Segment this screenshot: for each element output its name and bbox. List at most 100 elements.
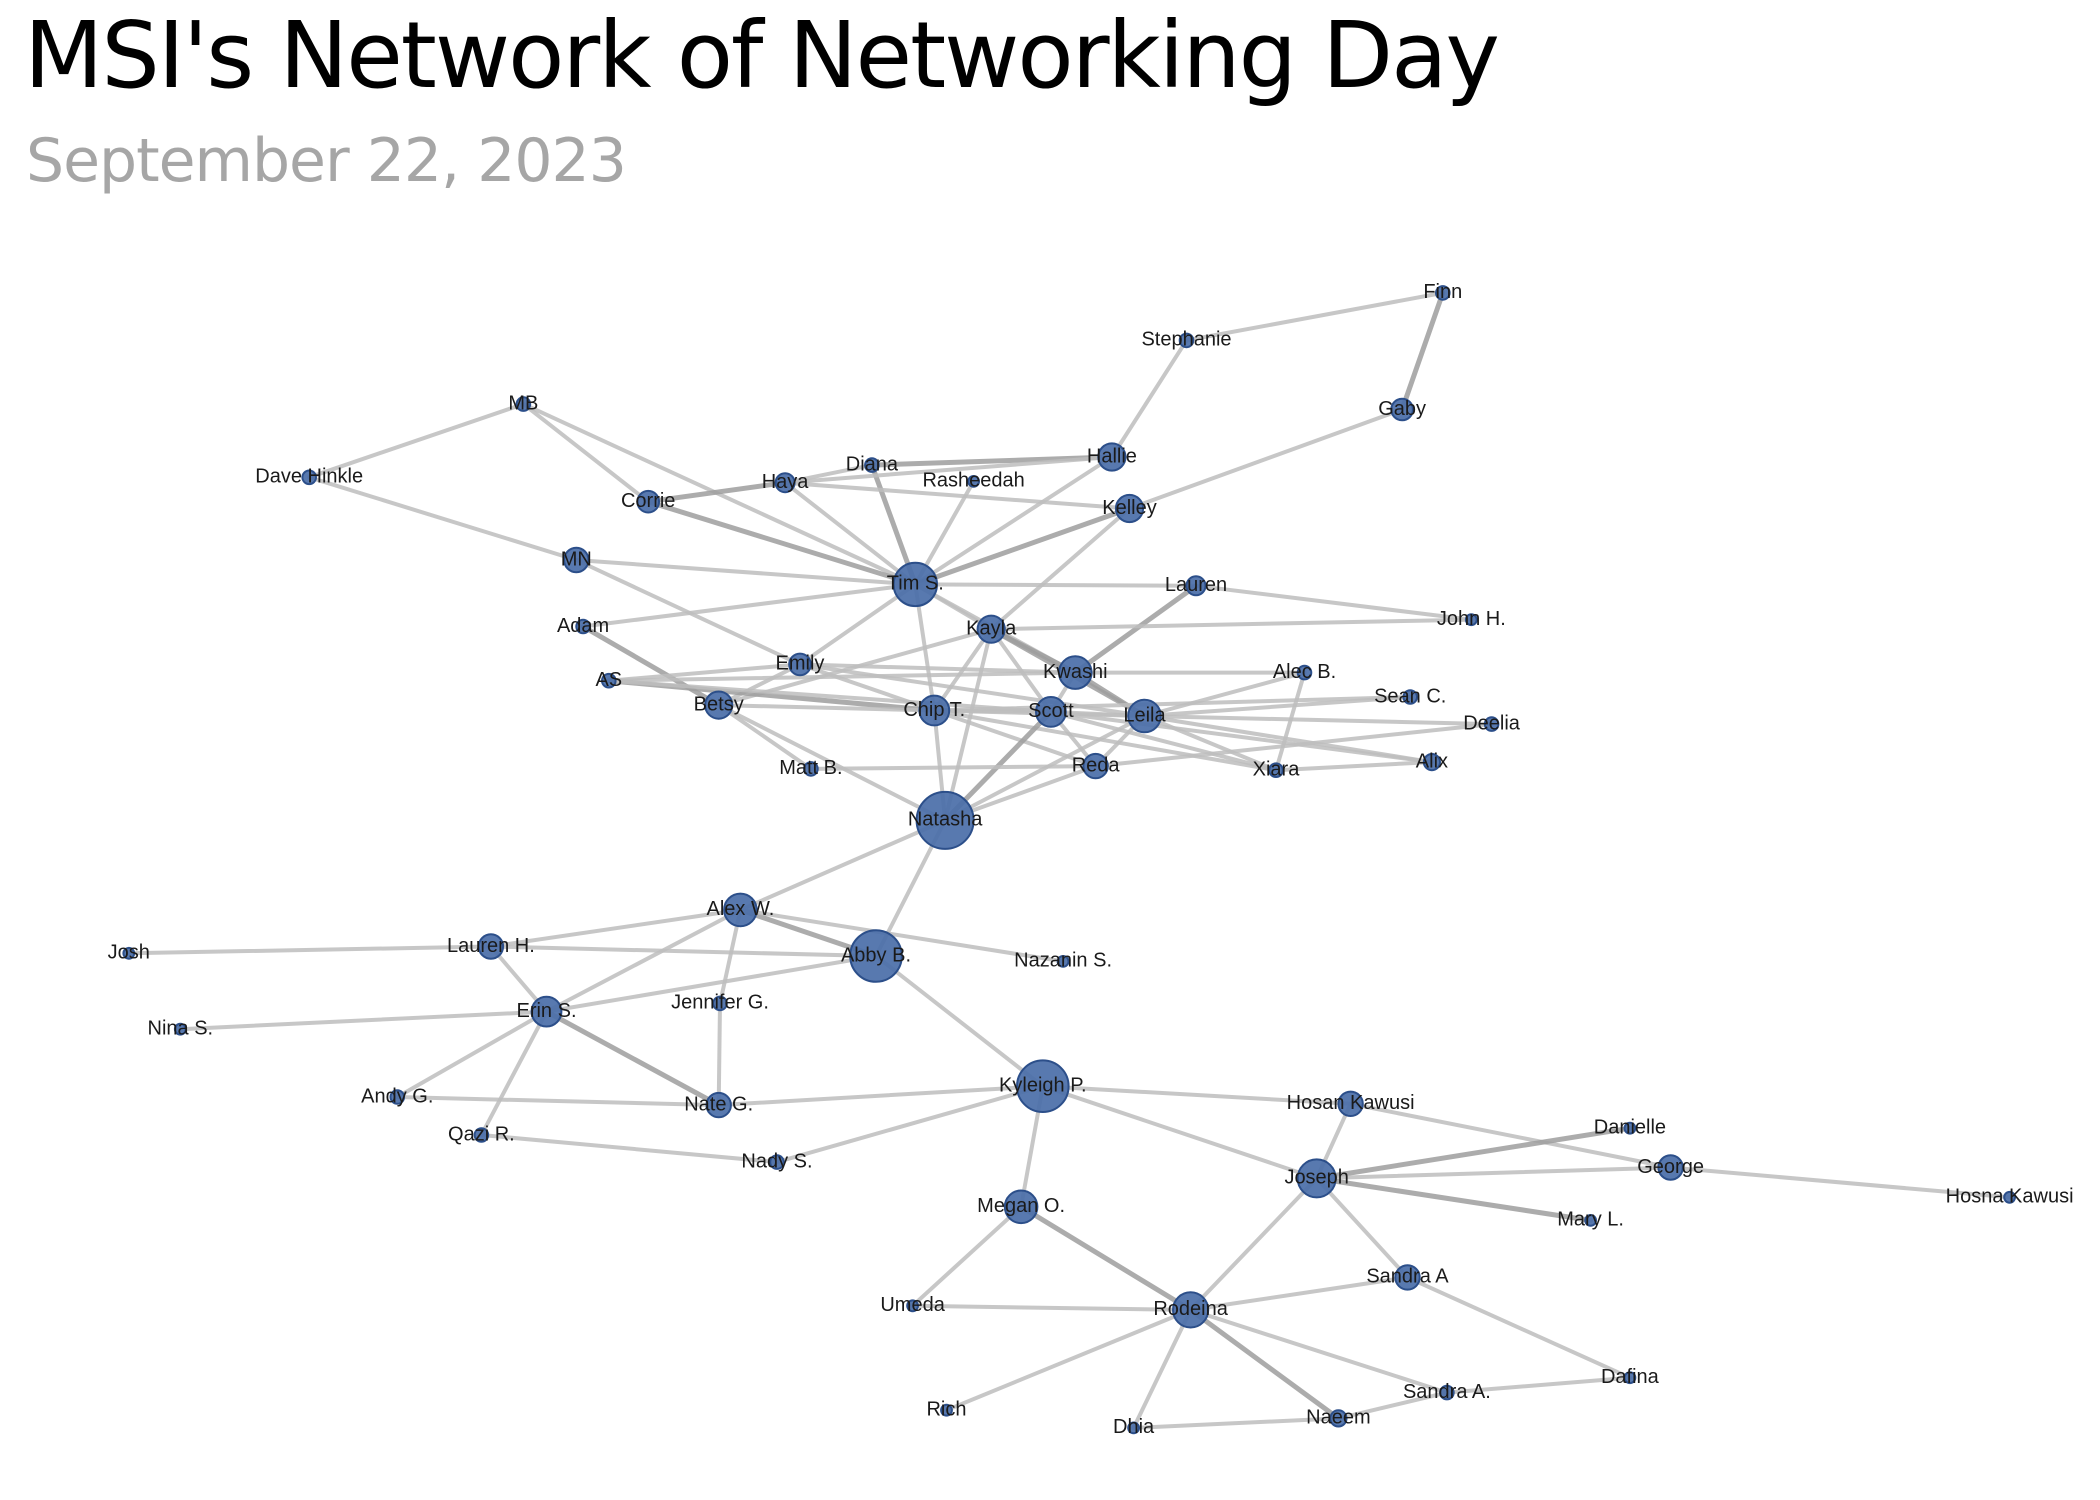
node-naeem: [1329, 1409, 1348, 1428]
node-label-qazi-r: Qazi R.: [448, 1123, 515, 1145]
node-dave-hinkle: [301, 469, 318, 486]
edge-joseph-george: [1314, 1165, 1673, 1181]
node-adam: [575, 618, 591, 635]
node-lauren: [1185, 575, 1207, 597]
node-label-matt-b: Matt B.: [779, 757, 842, 779]
node-label-as: AS: [595, 669, 622, 691]
node-natasha: [915, 790, 975, 850]
node-label-emily: Emily: [776, 653, 825, 675]
edge-sean-c-chip-t: [932, 695, 1413, 713]
edge-leila-xiara: [1142, 714, 1278, 773]
node-label-alex-w: Alex W.: [707, 898, 775, 920]
node-label-corrie: Corrie: [621, 490, 675, 512]
node-label-finn: Finn: [1423, 281, 1462, 303]
edge-mn-tim-s: [574, 558, 918, 587]
edge-joseph-mary-l: [1314, 1175, 1594, 1223]
edge-rodeina-naeem: [1188, 1307, 1341, 1421]
edge-alec-b-xiara: [1274, 670, 1307, 773]
edge-erin-s-andy-g: [395, 1009, 549, 1099]
node-alix: [1422, 753, 1442, 772]
node-label-sandra-a: Sandra A: [1366, 1266, 1449, 1288]
node-finn: [1435, 285, 1451, 301]
node-mary-l: [1584, 1214, 1597, 1227]
edge-leila-alec-b: [1142, 670, 1307, 718]
node-label-stephanie: Stephanie: [1141, 329, 1231, 351]
node-abby-b: [849, 929, 903, 983]
node-label-adam: Adam: [557, 615, 609, 637]
edge-jennifer-g-nate-g: [716, 1001, 722, 1108]
node-label-mary-l: Mary L.: [1557, 1209, 1624, 1231]
node-tim-s: [892, 561, 938, 608]
node-label-nady-s: Nady S.: [741, 1150, 812, 1172]
node-label-nina-s: Nina S.: [148, 1017, 214, 1039]
node-sandra-a: [1439, 1384, 1455, 1401]
node-label-jennifer-g: Jennifer G.: [671, 992, 769, 1014]
edge-erin-s-qazi-r: [479, 1009, 549, 1137]
edge-betsy-chip-t: [716, 703, 937, 713]
node-label-rasheedah: Rasheedah: [922, 470, 1024, 492]
node-label-leila: Leila: [1123, 704, 1166, 726]
node-label-tim-s: Tim S.: [887, 573, 944, 595]
edge-rodeina-sandra-a: [1188, 1307, 1449, 1395]
node-josh: [122, 946, 136, 960]
edge-abby-b-erin-s: [544, 954, 878, 1014]
edge-betsy-natasha: [716, 703, 948, 823]
node-label-joseph: Joseph: [1284, 1167, 1349, 1189]
edge-haya-kelley: [783, 480, 1132, 511]
node-label-alec-b: Alec B.: [1273, 661, 1336, 683]
node-kyleigh-p: [1016, 1059, 1070, 1113]
node-umeda: [906, 1299, 919, 1313]
edge-matt-b-reda: [808, 764, 1098, 771]
edge-kelley-kayla: [989, 506, 1132, 632]
node-label-nazanin-s: Nazanin S.: [1014, 950, 1112, 972]
node-gaby: [1390, 397, 1414, 422]
node-dafina: [1623, 1371, 1637, 1385]
node-label-george: George: [1637, 1156, 1704, 1178]
node-mn: [563, 546, 590, 574]
edge-sandra-a-dafina: [1405, 1275, 1632, 1380]
labels-layer: Finn Stephanie Gaby MB Dave Hinkle Diana Halli…: [108, 281, 2074, 1438]
node-label-kayla: Kayla: [966, 617, 1017, 639]
edge-dave-hinkle-mn: [307, 475, 579, 562]
node-label-mn: MN: [561, 548, 592, 570]
node-sandra-a: [1394, 1264, 1421, 1291]
node-stephanie: [1178, 332, 1195, 349]
node-label-hosan-kawusi: Hosan Kawusi: [1287, 1092, 1415, 1114]
node-erin-s: [530, 995, 563, 1028]
node-corrie: [636, 489, 661, 514]
edge-nate-g-kyleigh-p: [716, 1084, 1045, 1108]
edge-qazi-r-nady-s: [479, 1133, 779, 1165]
node-hosna-kawusi: [2003, 1190, 2016, 1204]
edge-haya-hallie: [783, 455, 1114, 485]
edge-kayla-john-h: [989, 617, 1474, 632]
node-label-erin-s: Erin S.: [516, 1000, 576, 1022]
edge-tim-s-emily: [798, 582, 918, 667]
node-xiara: [1268, 762, 1284, 779]
node-alex-w: [723, 892, 758, 928]
node-label-reda: Reda: [1072, 754, 1121, 776]
node-label-danielle: Danielle: [1594, 1116, 1666, 1138]
node-hallie: [1097, 442, 1127, 472]
edge-mb-corrie: [521, 402, 651, 504]
edge-sandra-a-naeem: [1336, 1390, 1449, 1421]
node-dhia: [1127, 1421, 1140, 1435]
node-rich: [940, 1403, 953, 1417]
node-label-naeem: Naeem: [1306, 1407, 1370, 1429]
node-megan-o: [1003, 1189, 1039, 1225]
edge-george-hosna-kawusi: [1668, 1165, 2012, 1200]
edge-erin-s-nate-g: [544, 1009, 722, 1108]
edge-alex-w-lauren-h: [488, 907, 743, 949]
node-label-rich: Rich: [926, 1398, 966, 1420]
node-rasheedah: [967, 475, 980, 488]
node-label-sean-c: Sean C.: [1374, 685, 1446, 707]
edge-megan-o-umeda: [910, 1204, 1024, 1308]
node-kelley: [1114, 493, 1145, 524]
edge-josh-lauren-h: [126, 944, 493, 956]
node-label-gaby: Gaby: [1378, 398, 1426, 420]
node-john-h: [1464, 613, 1478, 627]
node-diana: [864, 457, 880, 473]
node-label-megan-o: Megan O.: [977, 1195, 1065, 1217]
node-label-josh: Josh: [108, 942, 150, 964]
edge-rodeina-rich: [944, 1307, 1193, 1413]
